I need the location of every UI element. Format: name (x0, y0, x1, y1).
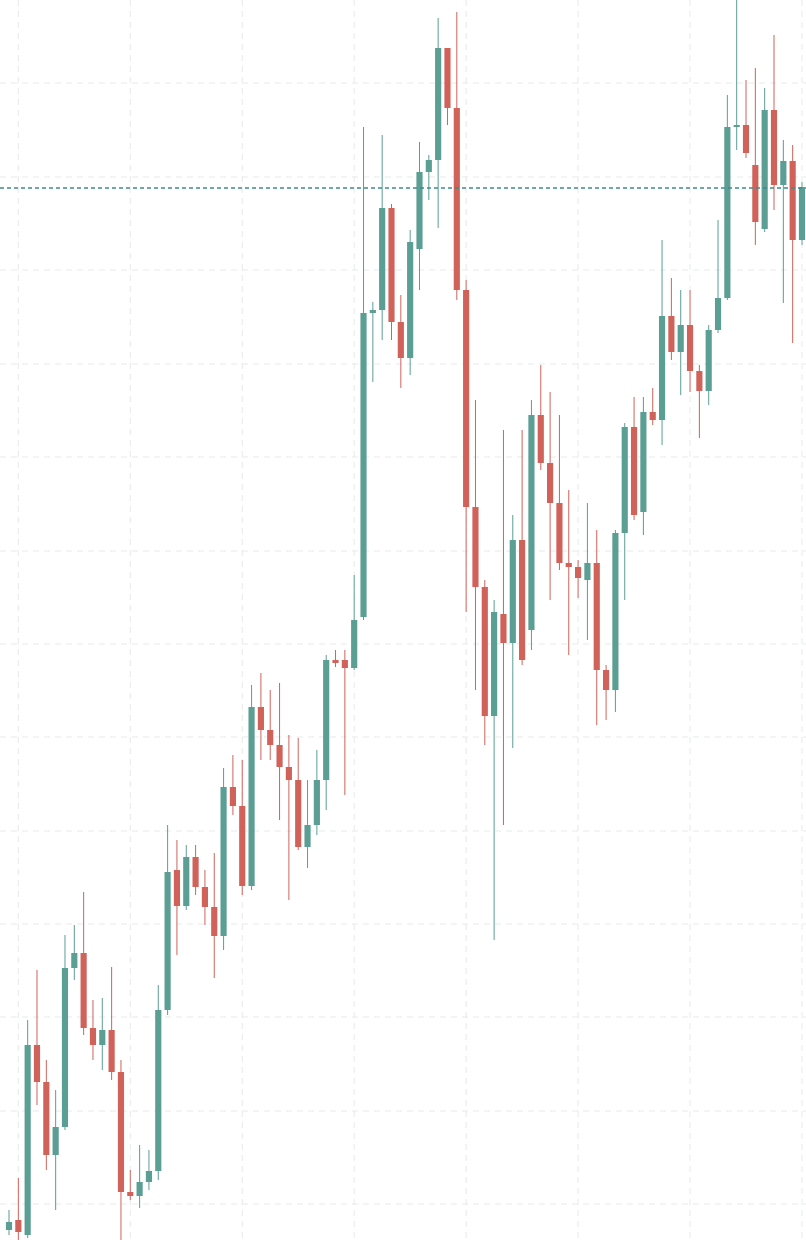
candle-body (686, 325, 694, 371)
candle-body (248, 707, 255, 886)
candle-body (267, 730, 274, 745)
candle-body (80, 953, 87, 1028)
candle-body (99, 1030, 106, 1045)
candle-body (145, 1171, 153, 1182)
candle-body (15, 1220, 22, 1232)
candle-body (677, 325, 684, 352)
candle-body (789, 161, 796, 240)
candle-body (397, 322, 404, 358)
candle-body (593, 563, 600, 670)
candle-body (472, 507, 479, 587)
candle-body (612, 533, 619, 690)
candle-body (164, 872, 171, 1010)
candle-body (136, 1182, 143, 1196)
candle-body (127, 1192, 134, 1196)
candle-body (24, 1045, 31, 1235)
candle-body (52, 1127, 59, 1155)
candle-body (500, 614, 507, 643)
candle-body (5, 1222, 13, 1230)
candle-body (33, 1045, 41, 1082)
candle-body (798, 187, 806, 240)
candle-body (640, 412, 647, 512)
candle-body (192, 857, 199, 887)
candle-body (649, 412, 656, 420)
candle-body (183, 857, 190, 906)
candle-body (229, 787, 236, 806)
candle-body (714, 298, 722, 330)
candle-body (668, 316, 675, 352)
candle-body (491, 612, 498, 716)
candle-body (295, 780, 302, 847)
candle-body (89, 1028, 97, 1045)
candle-body (108, 1030, 115, 1072)
candle-body (369, 310, 376, 313)
candle-body (481, 587, 488, 716)
candle-body (257, 707, 264, 730)
candle-body (313, 780, 320, 825)
candle-body (61, 968, 69, 1127)
candle-body (43, 1082, 50, 1155)
candle-body (155, 1010, 162, 1171)
candle-body (220, 787, 227, 936)
candle-body (463, 290, 470, 507)
candle-body (621, 427, 628, 533)
candle-body (733, 125, 740, 127)
candle-body (630, 427, 638, 515)
candle-body (547, 463, 554, 503)
candle-body (332, 660, 339, 663)
candle-body (285, 767, 292, 780)
candle-body (407, 242, 414, 358)
candle-body (528, 415, 535, 630)
candle-body (173, 870, 181, 906)
candle-body (201, 887, 208, 907)
candle-body (752, 165, 759, 222)
candle-body (276, 745, 283, 767)
candle-body (556, 503, 563, 563)
candle-body (705, 330, 712, 391)
candle-body (770, 110, 778, 185)
candle-body (780, 161, 787, 185)
candle-body (360, 313, 367, 617)
candle-body (724, 127, 731, 298)
candle-body (602, 670, 610, 690)
candle-body (519, 540, 526, 660)
candle-body (565, 563, 572, 567)
candle-body (323, 660, 330, 780)
candle-body (416, 172, 423, 249)
candle-body (71, 953, 78, 968)
candle-body (453, 108, 460, 290)
candle-body (425, 160, 432, 172)
candle-body (444, 48, 451, 108)
candle-body (304, 825, 311, 847)
candle-body (696, 371, 703, 391)
candle-body (575, 567, 582, 578)
candle-body (584, 563, 591, 580)
candle-body (117, 1072, 125, 1192)
candle-body (211, 907, 218, 936)
candle-body (658, 316, 666, 420)
candle-body (379, 208, 386, 310)
candle-body (435, 48, 442, 160)
candle-body (341, 660, 348, 668)
candle-body (742, 125, 750, 153)
candle-body (388, 208, 395, 322)
candle-body (537, 415, 544, 463)
candle-body (239, 806, 246, 886)
candle-body (509, 540, 516, 643)
candle-body (351, 620, 358, 668)
candle-body (761, 110, 768, 229)
